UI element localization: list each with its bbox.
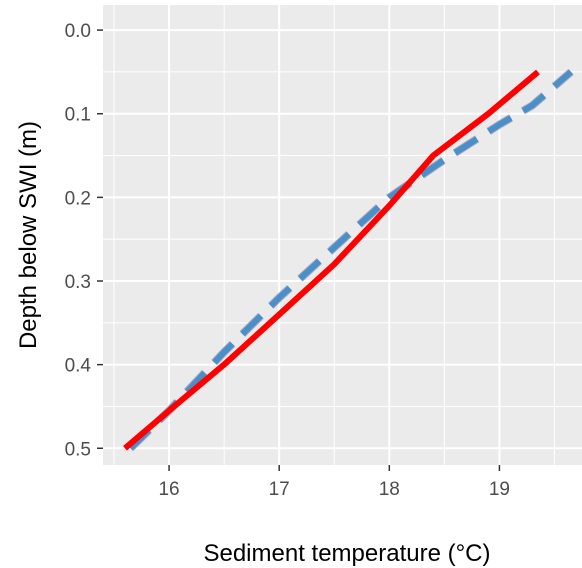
y-axis-title: Depth below SWI (m) bbox=[15, 121, 42, 349]
x-tick-label: 16 bbox=[158, 479, 179, 500]
y-tick-label: 0.5 bbox=[65, 439, 91, 460]
series-line-3 bbox=[123, 69, 540, 451]
y-tick-label: 0.2 bbox=[65, 188, 91, 209]
x-axis-title: Sediment temperature (°C) bbox=[203, 540, 490, 567]
y-tick-label: 0.3 bbox=[65, 272, 91, 293]
major-gridlines bbox=[103, 5, 582, 465]
y-axis: 0.0 0.1 0.2 0.3 0.4 0.5 bbox=[65, 21, 103, 460]
series-layer bbox=[123, 68, 574, 452]
minor-gridlines bbox=[103, 5, 582, 465]
x-tick-label: 19 bbox=[489, 479, 510, 500]
y-tick-label: 0.4 bbox=[65, 356, 92, 377]
x-tick-label: 18 bbox=[379, 479, 400, 500]
y-tick-label: 0.0 bbox=[65, 21, 91, 42]
series-line-2 bbox=[128, 69, 573, 451]
x-axis: 16 17 18 19 bbox=[158, 465, 510, 500]
x-tick-label: 17 bbox=[269, 479, 290, 500]
y-tick-label: 0.1 bbox=[65, 105, 91, 126]
